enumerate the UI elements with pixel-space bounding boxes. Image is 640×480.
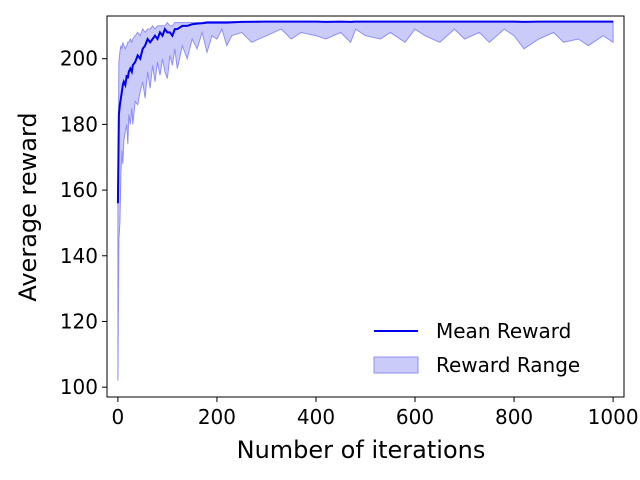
plot-area [116,20,614,381]
y-tick-label: 160 [60,178,98,202]
x-axis: 0 200 400 600 800 1000 [112,397,639,429]
x-tick-label: 600 [396,405,434,429]
legend-range-swatch [373,356,419,374]
axes-frame [106,15,625,398]
x-axis-label: Number of iterations [237,436,486,464]
x-tick-label: 1000 [588,405,639,429]
legend-range-label: Reward Range [436,353,580,377]
y-tick-label: 140 [60,244,98,268]
y-tick-label: 120 [60,309,98,333]
reward-range-band [117,21,614,381]
x-tick-label: 400 [297,405,335,429]
y-tick-label: 180 [60,112,98,136]
x-tick-label: 0 [112,405,125,429]
mean-reward-line [116,20,614,204]
legend: Mean Reward Reward Range [373,319,580,377]
y-axis-label: Average reward [14,112,42,301]
y-axis: 100 120 140 160 180 200 [60,47,107,399]
x-tick-label: 800 [495,405,533,429]
x-tick-label: 200 [198,405,236,429]
legend-mean-label: Mean Reward [436,319,571,343]
y-tick-label: 100 [60,375,98,399]
y-tick-label: 200 [60,47,98,71]
